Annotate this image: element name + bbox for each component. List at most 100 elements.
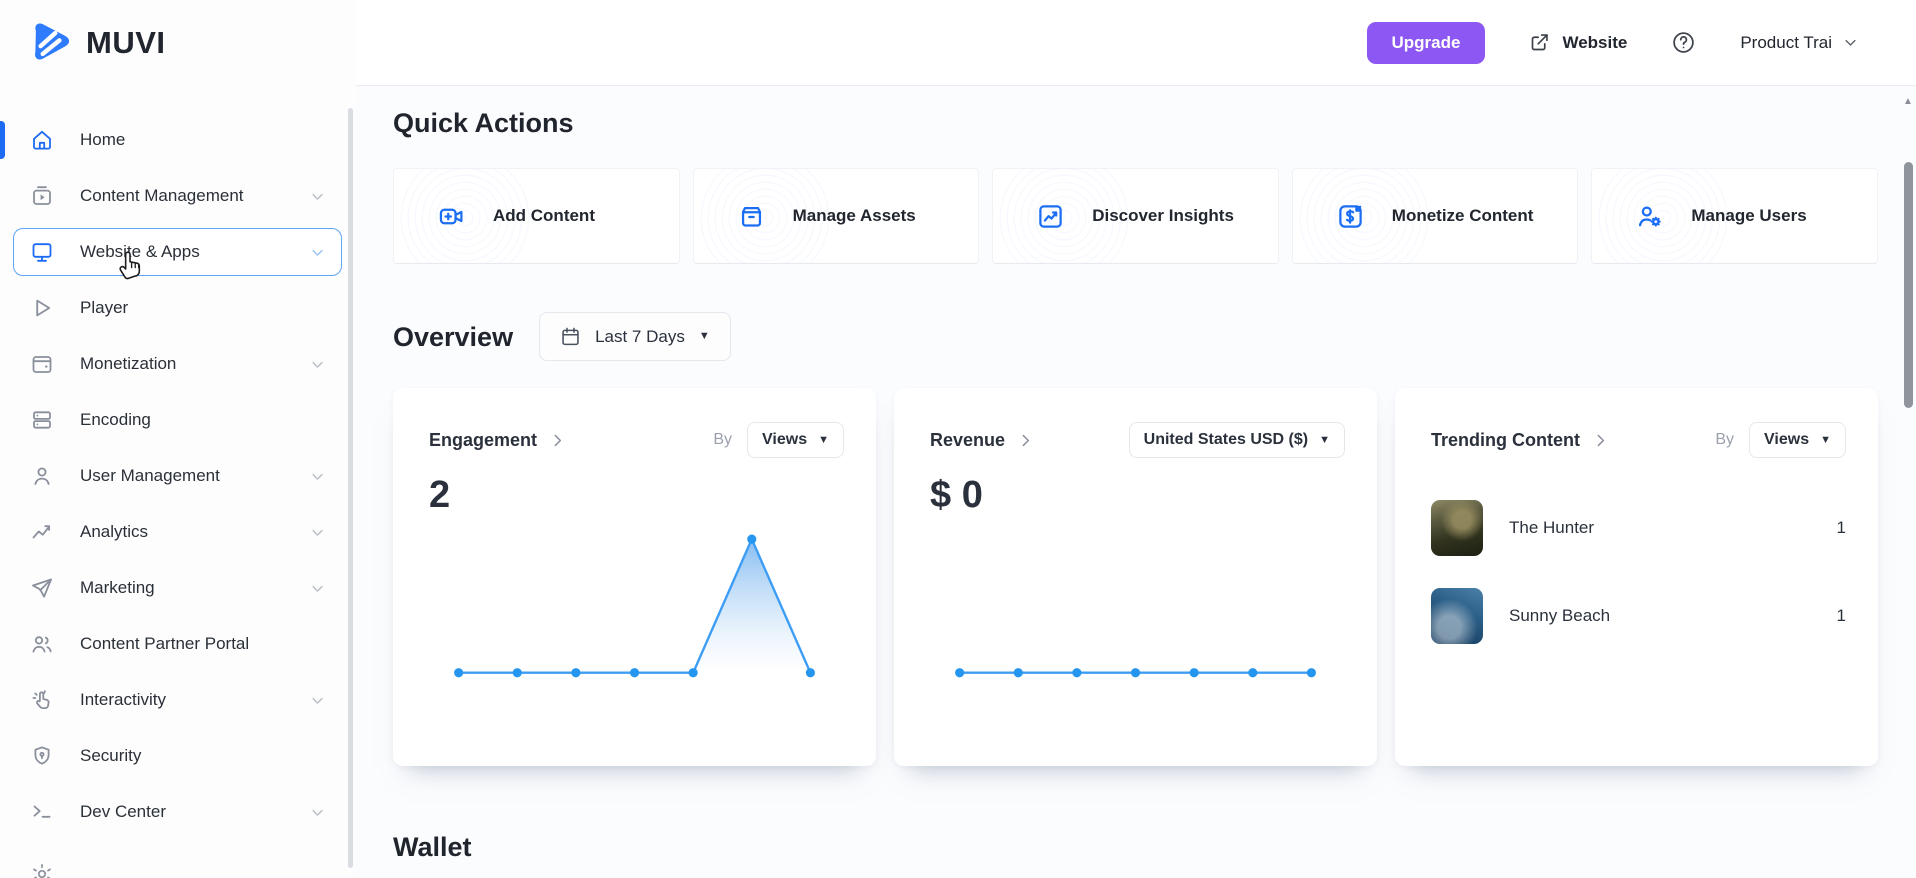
content-thumbnail	[1431, 500, 1483, 556]
monetize-content-icon	[1337, 203, 1364, 230]
sidebar-scrollbar[interactable]	[348, 108, 353, 868]
quick-action-label: Add Content	[493, 206, 595, 225]
encoding-icon	[30, 408, 54, 432]
chevron-right-icon[interactable]	[1592, 432, 1609, 449]
sidebar-item-user-management[interactable]: User Management	[13, 452, 342, 500]
website-link[interactable]: Website	[1529, 32, 1627, 53]
brand-name: MUVI	[86, 25, 166, 60]
wallet-title: Wallet	[393, 832, 472, 862]
sidebar-item-analytics[interactable]: Analytics	[13, 508, 342, 556]
chevron-down-icon	[310, 525, 325, 540]
quick-action-add-content[interactable]: Add Content	[393, 168, 680, 264]
quick-actions-row: Add Content Manage Assets Discover Insight…	[393, 168, 1878, 264]
content-view-count: 1	[1836, 518, 1846, 537]
quick-action-manage-users[interactable]: Manage Users	[1591, 168, 1878, 264]
sidebar-item-monetization[interactable]: Monetization	[13, 340, 342, 388]
engagement-card-header: Engagement By Views ▼	[429, 422, 844, 458]
chevron-down-icon	[310, 805, 325, 820]
upgrade-button[interactable]: Upgrade	[1366, 21, 1486, 64]
quick-action-manage-assets[interactable]: Manage Assets	[692, 168, 980, 264]
marketing-icon	[30, 576, 54, 600]
page-scrollbar: ▲	[1900, 86, 1916, 878]
revenue-card: Revenue United States USD ($) ▼ $ 0	[894, 388, 1377, 766]
date-range-dropdown[interactable]: Last 7 Days ▼	[539, 312, 731, 361]
sidebar-item-label: Content Partner Portal	[80, 634, 250, 653]
quick-action-label: Monetize Content	[1391, 206, 1534, 225]
quick-actions-title: Quick Actions	[393, 108, 574, 138]
content-title: Sunny Beach	[1509, 606, 1611, 625]
currency-dropdown[interactable]: United States USD ($) ▼	[1128, 422, 1345, 458]
overview-cards: Engagement By Views ▼ 2	[393, 388, 1878, 766]
revenue-chart	[955, 668, 1316, 678]
sidebar-nav: Home Content Management Website & Apps Play…	[0, 116, 356, 836]
sidebar-item-label: Home	[80, 130, 126, 149]
external-link-icon	[1529, 32, 1550, 53]
website-label: Website	[1562, 32, 1628, 52]
calendar-icon	[560, 326, 581, 347]
trending-metric-dropdown[interactable]: Views ▼	[1749, 422, 1846, 458]
security-icon	[30, 744, 54, 768]
dropdown-caret-icon: ▼	[698, 330, 710, 342]
engagement-card: Engagement By Views ▼ 2	[393, 388, 876, 766]
dropdown-caret-icon: ▼	[1820, 433, 1831, 446]
sidebar-item-content-partner-portal[interactable]: Content Partner Portal	[13, 620, 342, 668]
dropdown-caret-icon: ▼	[1319, 433, 1330, 446]
scrollbar-up-arrow-icon[interactable]: ▲	[1903, 96, 1913, 107]
sidebar-item-player[interactable]: Player	[13, 284, 342, 332]
scrollbar-thumb[interactable]	[1904, 162, 1913, 408]
help-icon[interactable]	[1671, 30, 1696, 55]
engagement-metric-value: Views	[762, 431, 808, 448]
trending-title[interactable]: Trending Content	[1431, 429, 1580, 450]
content-view-count: 1	[1836, 606, 1846, 625]
by-label: By	[1715, 431, 1735, 448]
sidebar-item-label: Content Management	[80, 186, 244, 205]
quick-action-monetize-content[interactable]: Monetize Content	[1291, 168, 1579, 264]
content-thumbnail	[1431, 588, 1483, 644]
chevron-down-icon	[1843, 35, 1858, 50]
sidebar-item-label: Dev Center	[80, 802, 166, 821]
trending-item-the-hunter[interactable]: The Hunter 1	[1431, 500, 1846, 556]
sidebar-item-encoding[interactable]: Encoding	[13, 396, 342, 444]
brand-logo[interactable]: MUVI	[0, 0, 356, 86]
chevron-right-icon[interactable]	[549, 432, 566, 449]
revenue-card-header: Revenue United States USD ($) ▼	[930, 422, 1345, 458]
engagement-value: 2	[429, 474, 451, 516]
main-content: Quick Actions Add Content Manage Assets Di…	[356, 86, 1916, 878]
sidebar-item-website-apps[interactable]: Website & Apps	[13, 228, 342, 276]
top-header: Upgrade Website Product Trai	[356, 0, 1916, 86]
sidebar-item-dev-center[interactable]: Dev Center	[13, 788, 342, 836]
sidebar-item-label: Marketing	[80, 578, 155, 597]
settings-gear-icon[interactable]	[30, 862, 54, 878]
monetization-icon	[30, 352, 54, 376]
sidebar-item-home[interactable]: Home	[0, 116, 342, 164]
engagement-title[interactable]: Engagement	[429, 429, 538, 450]
quick-action-label: Manage Assets	[792, 206, 916, 225]
quick-action-discover-insights[interactable]: Discover Insights	[992, 168, 1279, 264]
discover-insights-icon	[1037, 203, 1064, 230]
content-management-icon	[30, 184, 54, 208]
content-partner-portal-icon	[30, 632, 54, 656]
chevron-down-icon	[310, 357, 325, 372]
sidebar-item-label: Player	[80, 298, 129, 317]
sidebar-item-label: Monetization	[80, 354, 177, 373]
content-title: The Hunter	[1509, 518, 1595, 537]
trending-item-sunny-beach[interactable]: Sunny Beach 1	[1431, 588, 1846, 644]
trending-metric-value: Views	[1764, 431, 1810, 448]
muvi-logo-icon	[27, 20, 73, 66]
engagement-metric-dropdown[interactable]: Views ▼	[747, 422, 844, 458]
by-label: By	[713, 431, 733, 448]
sidebar-item-content-management[interactable]: Content Management	[13, 172, 342, 220]
account-menu[interactable]: Product Trai	[1740, 33, 1858, 53]
trending-card-header: Trending Content By Views ▼	[1431, 422, 1846, 458]
player-icon	[30, 296, 54, 320]
add-content-icon	[438, 203, 465, 230]
currency-value: United States USD ($)	[1143, 431, 1309, 448]
dev-center-icon	[30, 800, 54, 824]
sidebar-item-marketing[interactable]: Marketing	[13, 564, 342, 612]
revenue-title[interactable]: Revenue	[930, 429, 1006, 450]
sidebar-item-security[interactable]: Security	[13, 732, 342, 780]
chevron-down-icon	[310, 469, 325, 484]
chevron-right-icon[interactable]	[1017, 432, 1034, 449]
sidebar-item-interactivity[interactable]: Interactivity	[13, 676, 342, 724]
